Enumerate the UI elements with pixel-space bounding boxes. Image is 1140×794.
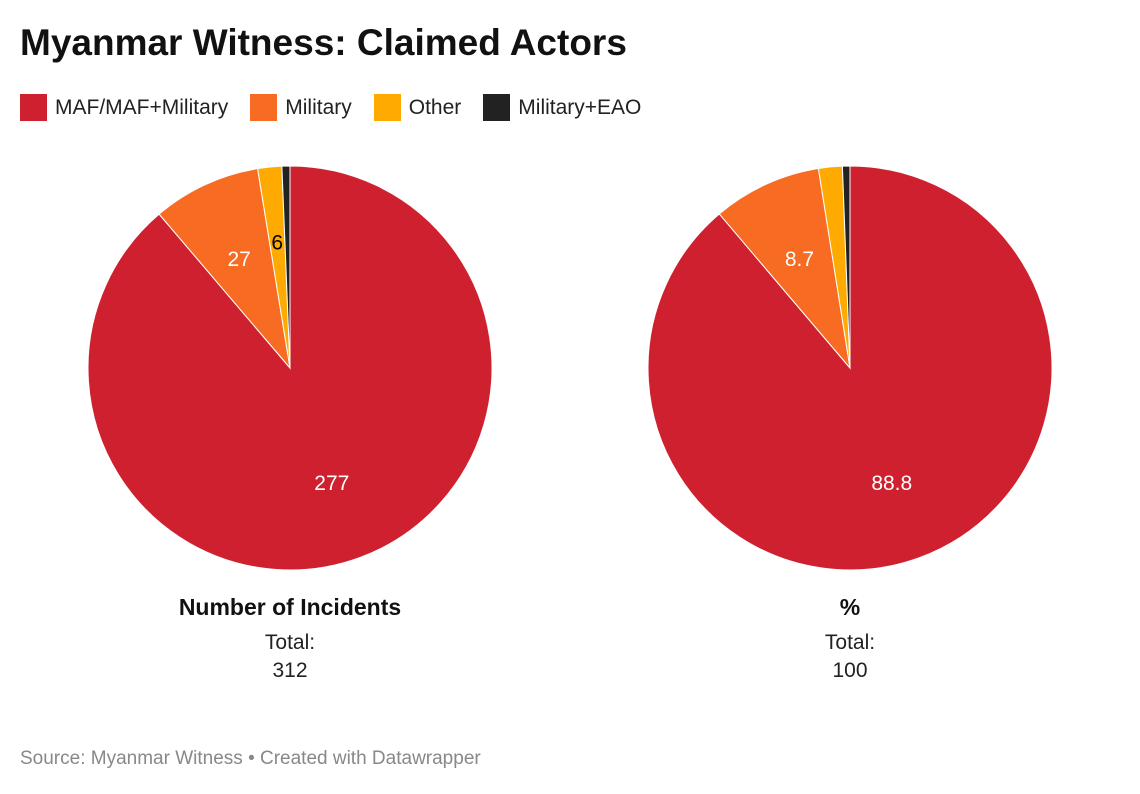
legend-swatch xyxy=(373,94,401,121)
legend-item: Military xyxy=(250,94,352,121)
pie-title: Number of Incidents xyxy=(178,594,402,620)
pie-slice-military xyxy=(158,168,291,370)
total-label: Total: xyxy=(824,631,876,654)
chart-title: Myanmar Witness: Claimed Actors xyxy=(20,22,627,63)
data-label: 6 xyxy=(271,231,283,254)
pie-caption: Number of Incidents Total: 312 xyxy=(90,594,490,685)
pie-slice-military xyxy=(718,167,851,370)
source-note: Source: Myanmar Witness • Created with D… xyxy=(20,748,481,769)
data-label: 277 xyxy=(314,472,349,495)
total-label: Total: xyxy=(264,631,316,654)
data-label: 27 xyxy=(227,248,250,271)
pie-slice-military-eao xyxy=(281,165,291,369)
legend-swatch xyxy=(20,94,47,121)
legend-label: Other xyxy=(408,95,462,119)
legend-item: Military+EAO xyxy=(483,94,641,121)
pie-title: % xyxy=(839,594,861,620)
pie-slice-military-eao xyxy=(841,165,851,369)
legend-item: Other xyxy=(373,94,462,121)
total-value: 312 xyxy=(272,659,308,682)
legend: MAF/MAF+Military Military Other Military… xyxy=(20,94,663,121)
legend-item: MAF/MAF+Military xyxy=(20,94,228,121)
legend-label: Military+EAO xyxy=(518,95,642,119)
legend-label: Military xyxy=(285,95,352,119)
data-label: 88.8 xyxy=(871,472,912,495)
legend-label: MAF/MAF+Military xyxy=(55,95,229,119)
total-value: 100 xyxy=(832,659,868,682)
legend-swatch xyxy=(483,94,511,121)
legend-swatch xyxy=(250,94,278,121)
pie-caption: % Total: 100 xyxy=(650,594,1050,685)
data-label: 8.7 xyxy=(785,248,814,271)
